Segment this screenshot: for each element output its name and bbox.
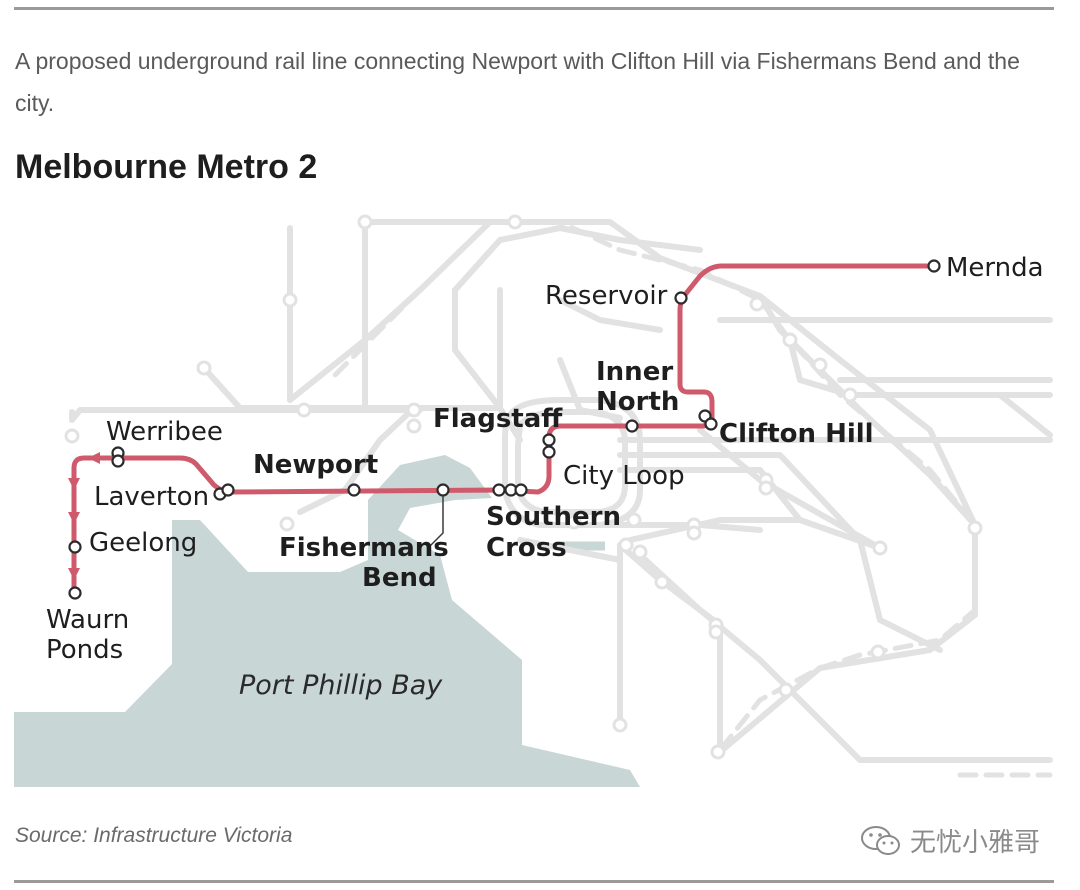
station-newport: Newport xyxy=(253,450,378,480)
fishermans-bend-leader xyxy=(429,496,444,547)
route-stations xyxy=(68,259,941,600)
station-clifton-hill: Clifton Hill xyxy=(719,419,874,449)
station-werribee: Werribee xyxy=(106,417,223,447)
label-city-loop: City Loop xyxy=(563,461,685,491)
station-inner-north-line1: Inner xyxy=(596,357,673,387)
wechat-icon xyxy=(861,825,900,855)
route-arrows xyxy=(68,452,100,580)
station-geelong: Geelong xyxy=(89,528,197,558)
watermark-text: 无忧小雅哥 xyxy=(910,827,1041,857)
bottom-rule xyxy=(14,880,1054,883)
station-flagstaff: Flagstaff xyxy=(433,404,563,434)
station-laverton: Laverton xyxy=(94,482,209,512)
source-note: Source: Infrastructure Victoria xyxy=(15,824,293,847)
station-waurn-ponds-line1: Waurn xyxy=(46,605,129,635)
rail-map: Mernda Reservoir Inner North Clifton Hil… xyxy=(14,214,1053,787)
station-reservoir: Reservoir xyxy=(545,281,668,311)
network-stations xyxy=(64,214,983,760)
watermark: 无忧小雅哥 xyxy=(860,822,1040,859)
page-title: Melbourne Metro 2 xyxy=(15,148,318,186)
station-fishermans-bend-line2: Bend xyxy=(362,563,437,593)
station-mernda: Mernda xyxy=(946,253,1044,283)
label-port-phillip-bay: Port Phillip Bay xyxy=(239,670,443,701)
station-southern-cross-line2: Cross xyxy=(486,533,567,563)
station-waurn-ponds-line2: Ponds xyxy=(46,635,123,665)
subtitle: A proposed underground rail line connect… xyxy=(15,48,1020,116)
network-dashed-lines xyxy=(287,219,1053,778)
port-phillip-bay xyxy=(14,455,640,787)
top-rule xyxy=(14,7,1054,10)
station-inner-north-line2: North xyxy=(596,387,679,417)
station-southern-cross-line1: Southern xyxy=(486,502,621,532)
station-fishermans-bend-line1: Fishermans xyxy=(279,533,449,563)
